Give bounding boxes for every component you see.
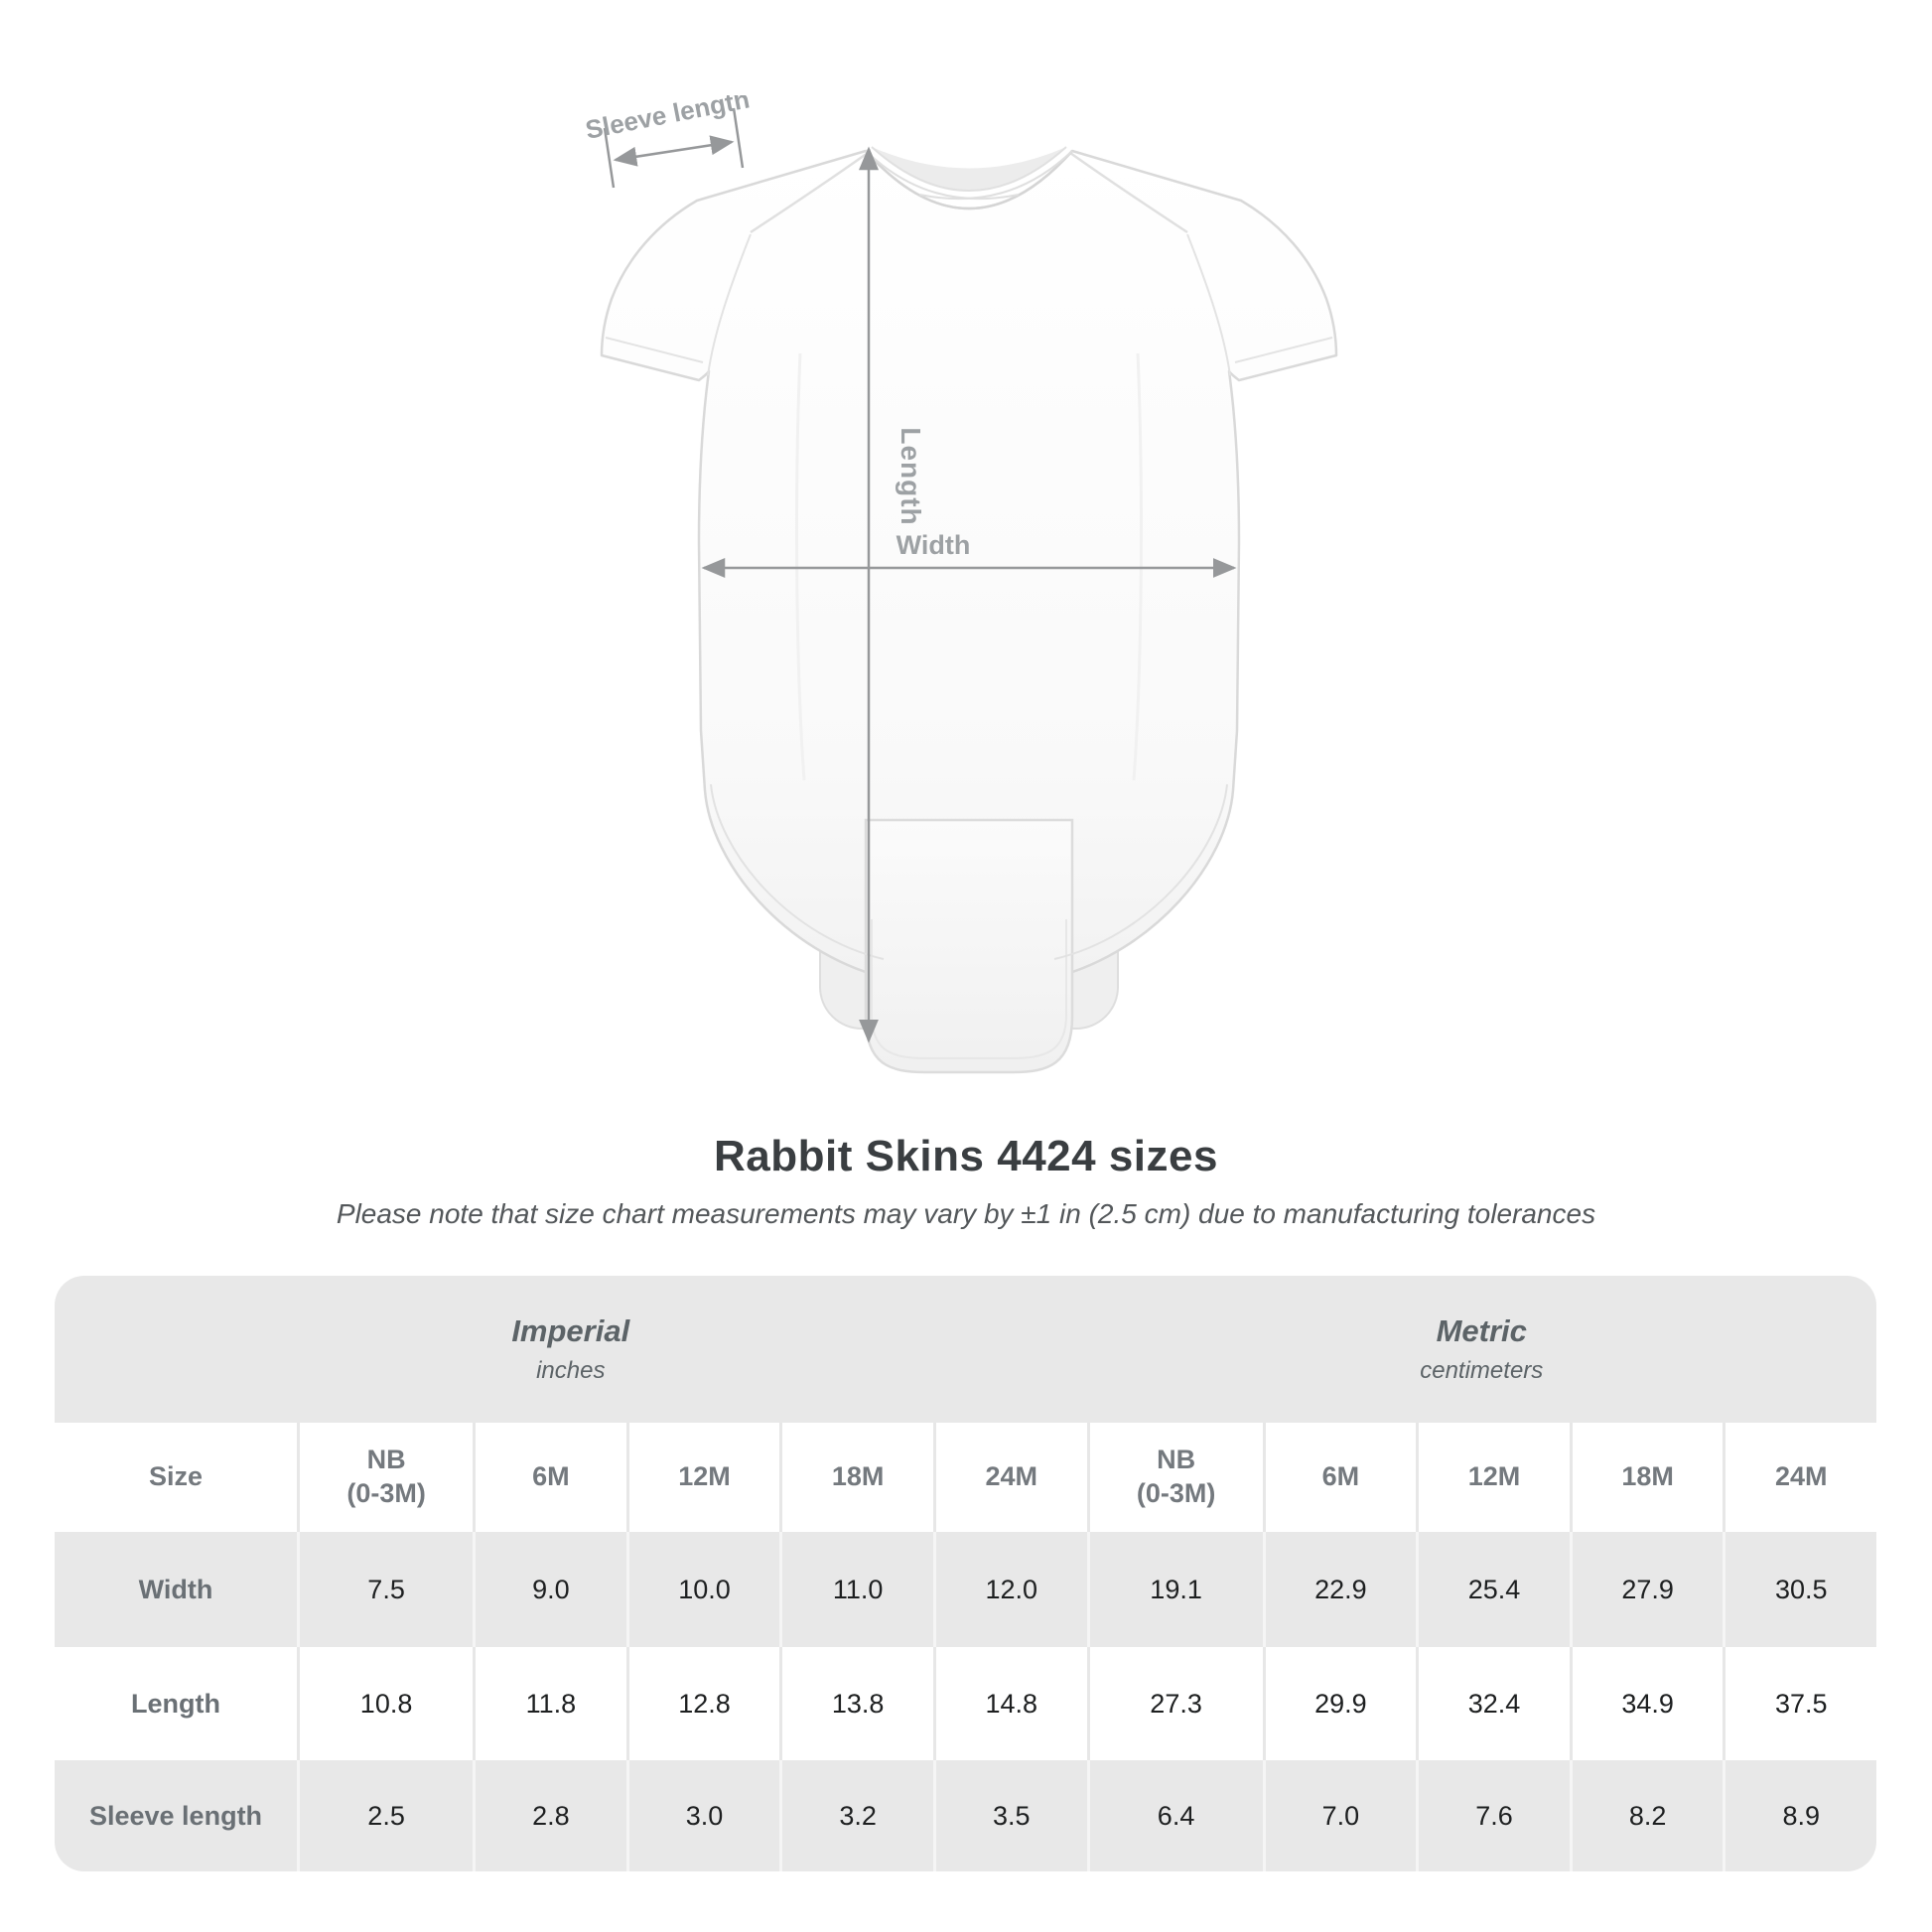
cell-value: 8.9 [1723,1760,1876,1871]
unit-group-unit: inches [536,1357,606,1384]
cell-value: 7.0 [1262,1760,1417,1871]
unit-group-unit: centimeters [1420,1357,1544,1384]
unit-group-metric: Metric centimeters [1087,1276,1876,1423]
col-header: 12M [1416,1423,1570,1532]
col-header: 18M [779,1423,933,1532]
cell-value: 27.3 [1086,1647,1263,1760]
col-header: NB (0-3M) [297,1423,473,1532]
cell-value: 8.2 [1569,1760,1724,1871]
cell-value: 29.9 [1262,1647,1417,1760]
cell-value: 3.0 [625,1760,780,1871]
row-label: Sleeve length [88,1800,263,1831]
row-label: Length [131,1688,221,1719]
col-header: NB (0-3M) [1086,1423,1263,1532]
cell-value: 14.8 [932,1647,1087,1760]
unit-group-name: Imperial [511,1313,630,1348]
unit-group-imperial: Imperial inches [55,1276,1087,1423]
onesie-neckline [865,146,1073,210]
cell-value: 37.5 [1723,1647,1876,1760]
cell-value: 25.4 [1416,1532,1570,1647]
cell-value: 12.0 [932,1532,1087,1647]
size-table: Imperial inches Metric centimeters Size … [55,1276,1876,1871]
cell-value: 10.0 [625,1532,780,1647]
cell-value: 19.1 [1086,1532,1263,1647]
cell-value: 32.4 [1416,1647,1570,1760]
onesie-crotch-flap [864,818,1074,1074]
col-header: 12M [625,1423,780,1532]
cell-value: 2.8 [473,1760,626,1871]
cell-value: 9.0 [473,1532,626,1647]
table-row-length: Length 10.8 11.8 12.8 13.8 14.8 27.3 29.… [55,1647,1876,1760]
sleeve-length-label: Sleeve length [583,95,752,145]
cell-value: 13.8 [779,1647,933,1760]
cell-value: 34.9 [1569,1647,1724,1760]
cell-value: 12.8 [625,1647,780,1760]
col-header: 18M [1569,1423,1724,1532]
size-column-header: Size [149,1461,204,1492]
cell-value: 7.5 [297,1532,473,1647]
width-label: Width [897,530,971,560]
cell-value: 7.6 [1416,1760,1570,1871]
cell-value: 11.8 [473,1647,626,1760]
cell-value: 11.0 [779,1532,933,1647]
cell-value: 2.5 [297,1760,473,1871]
cell-value: 3.5 [932,1760,1087,1871]
cell-value: 30.5 [1723,1532,1876,1647]
row-label: Width [138,1574,213,1604]
table-row-width: Width 7.5 9.0 10.0 11.0 12.0 19.1 22.9 2… [55,1532,1876,1647]
unit-group-name: Metric [1436,1313,1527,1348]
onesie-illustration: Sleeve length Length Width [583,95,1338,1074]
onesie-seams [605,151,1333,960]
col-header: 24M [1723,1423,1876,1532]
col-header: 6M [473,1423,626,1532]
column-header-row: Size NB (0-3M) 6M 12M 18M 24M NB (0-3M) … [55,1423,1876,1532]
sleeve-length-arrow [603,107,745,189]
cell-value: 22.9 [1262,1532,1417,1647]
tolerance-note: Please note that size chart measurements… [336,1198,1596,1229]
col-header: 6M [1262,1423,1417,1532]
cell-value: 3.2 [779,1760,933,1871]
unit-header-row: Imperial inches Metric centimeters [55,1276,1876,1423]
cell-value: 27.9 [1569,1532,1724,1647]
table-row-sleeve-length: Sleeve length 2.5 2.8 3.0 3.2 3.5 6.4 7.… [55,1760,1876,1871]
cell-value: 10.8 [297,1647,473,1760]
length-label: Length [896,427,926,525]
page-title: Rabbit Skins 4424 sizes [714,1132,1218,1180]
col-header: 24M [932,1423,1087,1532]
cell-value: 6.4 [1086,1760,1263,1871]
